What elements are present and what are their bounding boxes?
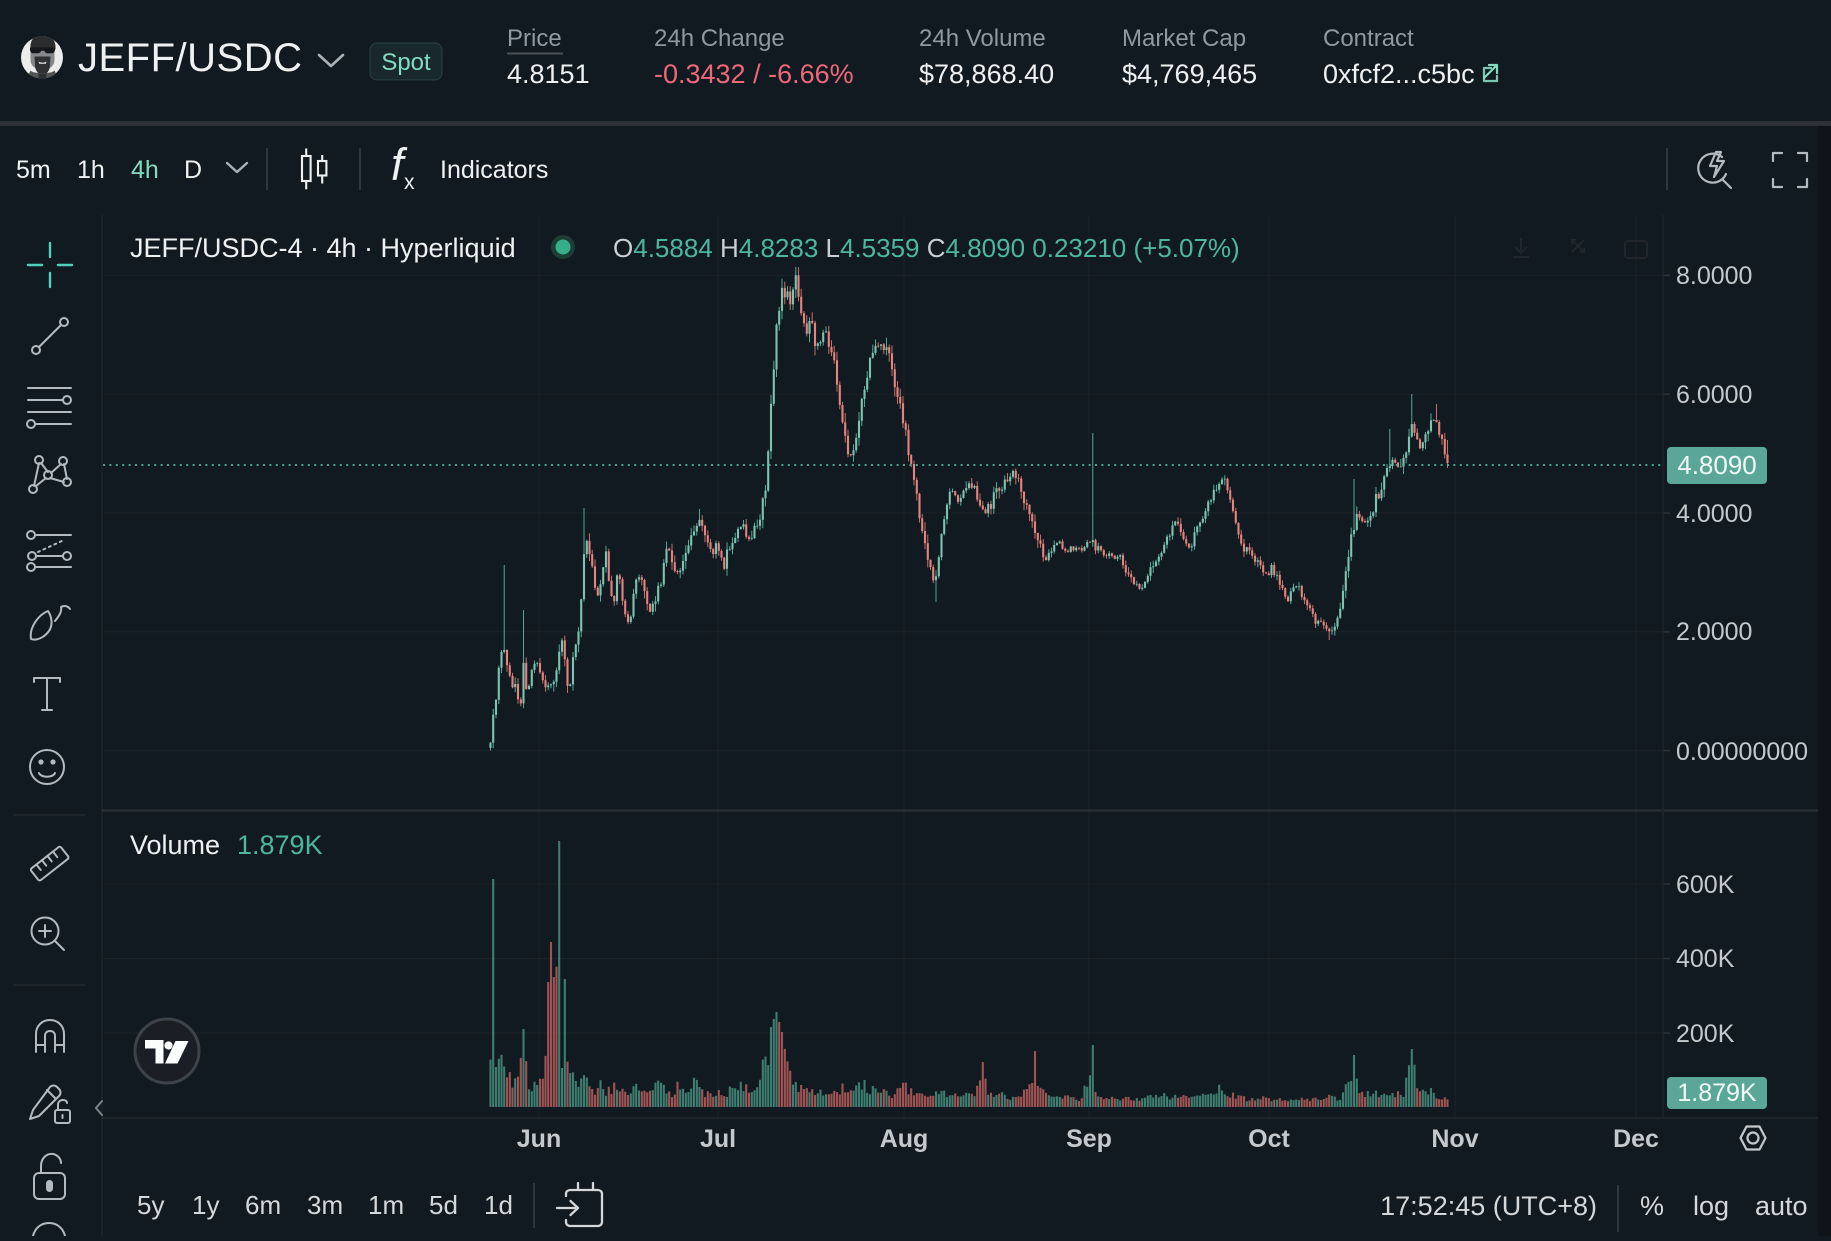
svg-text:2.0000: 2.0000 <box>1676 618 1752 646</box>
svg-text:6m: 6m <box>245 1190 281 1220</box>
svg-text:1d: 1d <box>484 1190 513 1220</box>
svg-text:-0.3432 / -6.66%: -0.3432 / -6.66% <box>654 59 854 89</box>
svg-text:x: x <box>404 171 415 194</box>
svg-text:Contract: Contract <box>1323 25 1414 52</box>
svg-text:$4,769,465: $4,769,465 <box>1122 59 1257 89</box>
svg-text:5m: 5m <box>16 156 51 184</box>
svg-text:Volume: Volume <box>130 830 220 860</box>
svg-text:Jun: Jun <box>517 1125 561 1153</box>
svg-text:3m: 3m <box>307 1190 343 1220</box>
svg-text:6.0000: 6.0000 <box>1676 381 1752 409</box>
svg-text:0.00000000: 0.00000000 <box>1676 738 1808 766</box>
svg-text:Nov: Nov <box>1431 1125 1478 1153</box>
svg-text:8.0000: 8.0000 <box>1676 262 1752 290</box>
svg-text:600K: 600K <box>1676 871 1735 899</box>
svg-text:24h Change: 24h Change <box>654 25 785 52</box>
svg-text:auto: auto <box>1755 1191 1808 1221</box>
svg-text:%: % <box>1640 1191 1664 1221</box>
svg-text:1y: 1y <box>192 1190 219 1220</box>
svg-text:400K: 400K <box>1676 945 1735 973</box>
svg-text:JEFF/USDC-4 · 4h · Hyperliquid: JEFF/USDC-4 · 4h · Hyperliquid <box>130 233 516 263</box>
svg-text:4.0000: 4.0000 <box>1676 500 1752 528</box>
svg-text:Price: Price <box>507 25 562 52</box>
svg-text:24h Volume: 24h Volume <box>919 25 1046 52</box>
svg-text:Sep: Sep <box>1066 1125 1112 1153</box>
svg-text:4.8151: 4.8151 <box>507 59 590 89</box>
svg-text:1.879K: 1.879K <box>237 830 323 860</box>
svg-text:0xfcf2...c5bc: 0xfcf2...c5bc <box>1323 59 1475 89</box>
svg-text:log: log <box>1693 1191 1729 1221</box>
svg-text:5y: 5y <box>137 1190 164 1220</box>
svg-text:Dec: Dec <box>1613 1125 1659 1153</box>
svg-text:Indicators: Indicators <box>440 156 548 184</box>
svg-text:Oct: Oct <box>1248 1125 1290 1153</box>
svg-text:1.879K: 1.879K <box>1677 1079 1757 1107</box>
svg-text:D: D <box>184 156 202 184</box>
svg-text:JEFF/USDC: JEFF/USDC <box>78 36 303 80</box>
svg-text:4h: 4h <box>131 156 159 184</box>
svg-text:4.8090: 4.8090 <box>1677 450 1757 480</box>
svg-text:5d: 5d <box>429 1190 458 1220</box>
svg-text:Spot: Spot <box>381 49 431 76</box>
svg-text:200K: 200K <box>1676 1020 1735 1048</box>
svg-text:17:52:45 (UTC+8): 17:52:45 (UTC+8) <box>1380 1191 1597 1221</box>
svg-text:Jul: Jul <box>700 1125 736 1153</box>
svg-text:1m: 1m <box>368 1190 404 1220</box>
svg-text:O4.5884 H4.8283 L4.5359 C4.: O4.5884 H4.8283 L4.5359 C4.8090 0.23210 … <box>613 233 1240 263</box>
svg-text:Market Cap: Market Cap <box>1122 25 1246 52</box>
svg-text:$78,868.40: $78,868.40 <box>919 59 1054 89</box>
svg-text:1h: 1h <box>77 156 105 184</box>
svg-text:Aug: Aug <box>880 1125 929 1153</box>
